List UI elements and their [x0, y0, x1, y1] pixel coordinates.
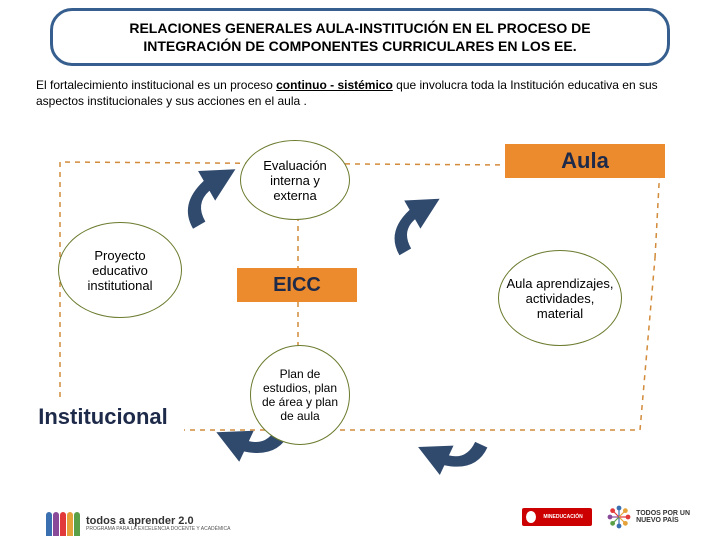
node-evaluacion: Evaluación interna y externa	[240, 140, 350, 220]
program-subtitle: PROGRAMA PARA LA EXCELENCIA DOCENTE Y AC…	[86, 527, 231, 532]
pais-l2: NUEVO PAÍS	[636, 517, 690, 524]
intro-pre: El fortalecimiento institucional es un p…	[36, 78, 276, 92]
pais-text: TODOS POR UN NUEVO PAÍS	[636, 510, 690, 524]
header-line2: INTEGRACIÓN DE COMPONENTES CURRICULARES …	[73, 37, 647, 55]
pais-l1: TODOS POR UN	[636, 510, 690, 517]
node-plan: Plan de estudios, plan de área y plan de…	[250, 345, 350, 445]
box-inst-label: Institucional	[38, 404, 168, 430]
crayons-icon	[46, 512, 80, 536]
footer: todos a aprender 2.0 PROGRAMA PARA LA EX…	[0, 488, 720, 536]
logos-right: MINEDUCACIÓN TODOS POR UN NUEVO PAÍS	[522, 504, 690, 530]
logo-text: todos a aprender 2.0 PROGRAMA PARA LA EX…	[86, 516, 231, 532]
box-aula-label: Aula	[561, 148, 609, 174]
logo-aprender: todos a aprender 2.0 PROGRAMA PARA LA EX…	[46, 512, 231, 536]
burst-icon	[606, 504, 632, 530]
diagram-area: Evaluación interna y externa Proyecto ed…	[0, 120, 720, 460]
minedu-logo: MINEDUCACIÓN	[522, 508, 592, 526]
header-line1: RELACIONES GENERALES AULA-INSTITUCIÓN EN…	[73, 19, 647, 37]
box-institucional: Institucional	[22, 398, 184, 436]
nuevo-pais-logo: TODOS POR UN NUEVO PAÍS	[606, 504, 690, 530]
intro-bold: continuo - sistémico	[276, 78, 393, 92]
intro-text: El fortalecimiento institucional es un p…	[36, 78, 684, 109]
minedu-text: MINEDUCACIÓN	[543, 514, 582, 520]
box-eicc-label: EICC	[273, 274, 321, 297]
box-eicc: EICC	[237, 268, 357, 302]
node-proyecto: Proyecto educativo institutional	[58, 222, 182, 318]
box-aula: Aula	[505, 144, 665, 178]
node-aula-aprendizajes: Aula aprendizajes, actividades, material	[498, 250, 622, 346]
header-box: RELACIONES GENERALES AULA-INSTITUCIÓN EN…	[50, 8, 670, 66]
